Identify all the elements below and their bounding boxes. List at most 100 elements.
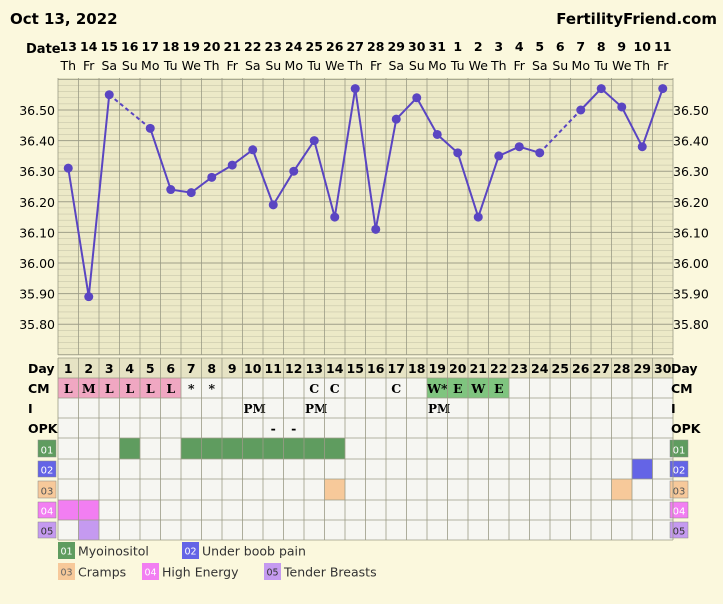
cm-value: M (82, 381, 96, 396)
cm-value: C (330, 381, 340, 396)
temp-point (289, 166, 299, 176)
date-row-label: Date (26, 42, 61, 57)
symptom-code: 02 (41, 466, 54, 477)
y-tick-label-right: 36.50 (673, 103, 709, 118)
date-label: 18 (162, 39, 179, 54)
symptom-code-box (669, 460, 689, 478)
symptom-cell (611, 479, 632, 500)
chart-date-title: Oct 13, 2022 (10, 10, 118, 28)
weekday-label: Th (59, 58, 76, 73)
date-label: 8 (597, 39, 606, 54)
cm-cell (78, 378, 99, 398)
symptom-code: 02 (673, 466, 686, 477)
cm-value: W (470, 381, 486, 396)
symptom-cell (324, 438, 345, 459)
cm-value: E (494, 381, 504, 396)
symptom-code-box (37, 480, 57, 499)
temp-point (535, 148, 545, 158)
weekday-label: Th (490, 58, 507, 73)
symptom-cell (324, 479, 345, 500)
cm-row-label-right: CM (671, 381, 693, 396)
date-label: 1 (453, 39, 462, 54)
symptom-cell (181, 438, 202, 459)
date-label: 27 (347, 39, 364, 54)
i-row-label-right: I (671, 401, 676, 416)
date-label: 2 (474, 39, 483, 54)
opk-row-label-left: OPK (28, 421, 59, 436)
temp-line-segment (272, 170, 295, 206)
cycle-day-label: 21 (470, 361, 487, 376)
weekday-label: Fr (227, 58, 239, 73)
temp-point (473, 212, 483, 222)
symptom-code: 04 (41, 507, 54, 518)
cycle-day-label: 14 (326, 361, 344, 376)
legend-label: Tender Breasts (283, 565, 377, 580)
i-value: PM (428, 402, 450, 416)
cm-value: * (188, 381, 195, 396)
date-label: 14 (80, 39, 98, 54)
i-row-label-left: I (28, 401, 33, 416)
legend-code: 02 (184, 547, 196, 558)
date-label: 17 (142, 39, 159, 54)
legend-code: 04 (144, 568, 156, 579)
temp-line-segment (354, 88, 377, 230)
weekday-label: Su (552, 58, 568, 73)
weekday-label: Mo (572, 58, 590, 73)
y-tick-label: 35.90 (19, 287, 55, 302)
temp-point (248, 145, 258, 155)
legend-label: Under boob pain (202, 544, 306, 559)
weekday-label: Fr (657, 58, 669, 73)
temp-point (104, 90, 114, 100)
temp-point (412, 93, 422, 103)
temp-point (268, 200, 278, 210)
cm-value: C (391, 381, 401, 396)
temp-line-segment (580, 87, 602, 111)
temp-line-segment (374, 118, 398, 230)
date-label: 25 (306, 39, 323, 54)
weekday-label: Fr (83, 58, 95, 73)
y-tick-label-right: 35.90 (673, 287, 709, 302)
temp-point (658, 84, 668, 94)
symptom-code: 03 (673, 487, 686, 498)
i-value: PM (244, 402, 266, 416)
weekday-label: Th (346, 58, 363, 73)
weekday-label: Fr (514, 58, 526, 73)
temp-point (432, 129, 442, 139)
cycle-day-label: 3 (105, 361, 114, 376)
legend-label: Myoinositol (78, 544, 149, 559)
cycle-day-label: 11 (265, 361, 282, 376)
i-value: PM (305, 402, 327, 416)
cm-value: C (309, 381, 319, 396)
temp-line-segment (600, 87, 623, 108)
cm-cell (160, 378, 181, 398)
cycle-day-label: 22 (490, 361, 507, 376)
temp-line-segment (415, 97, 439, 135)
legend-swatch (58, 542, 75, 559)
weekday-label: We (469, 58, 489, 73)
date-label: 11 (654, 39, 671, 54)
y-tick-label-right: 35.80 (673, 317, 709, 332)
symptom-cell (283, 438, 304, 459)
cycle-day-label: 24 (531, 361, 549, 376)
temp-point (309, 136, 319, 146)
y-tick-label: 36.40 (19, 134, 55, 149)
legend-code: 01 (60, 547, 72, 558)
cm-value: L (166, 381, 175, 396)
temp-point (145, 123, 155, 133)
cycle-day-label: 6 (166, 361, 175, 376)
cm-value: L (125, 381, 134, 396)
date-label: 5 (535, 39, 544, 54)
cycle-day-label: 20 (449, 361, 467, 376)
temp-point (596, 84, 606, 94)
cycle-day-label: 1 (64, 361, 73, 376)
cm-value: L (146, 381, 155, 396)
date-label: 22 (244, 39, 261, 54)
date-label: 13 (60, 39, 77, 54)
temp-point (330, 212, 340, 222)
date-label: 21 (224, 39, 241, 54)
temp-line-segment (67, 167, 90, 297)
date-label: 24 (285, 39, 303, 54)
cm-cell (468, 378, 489, 398)
